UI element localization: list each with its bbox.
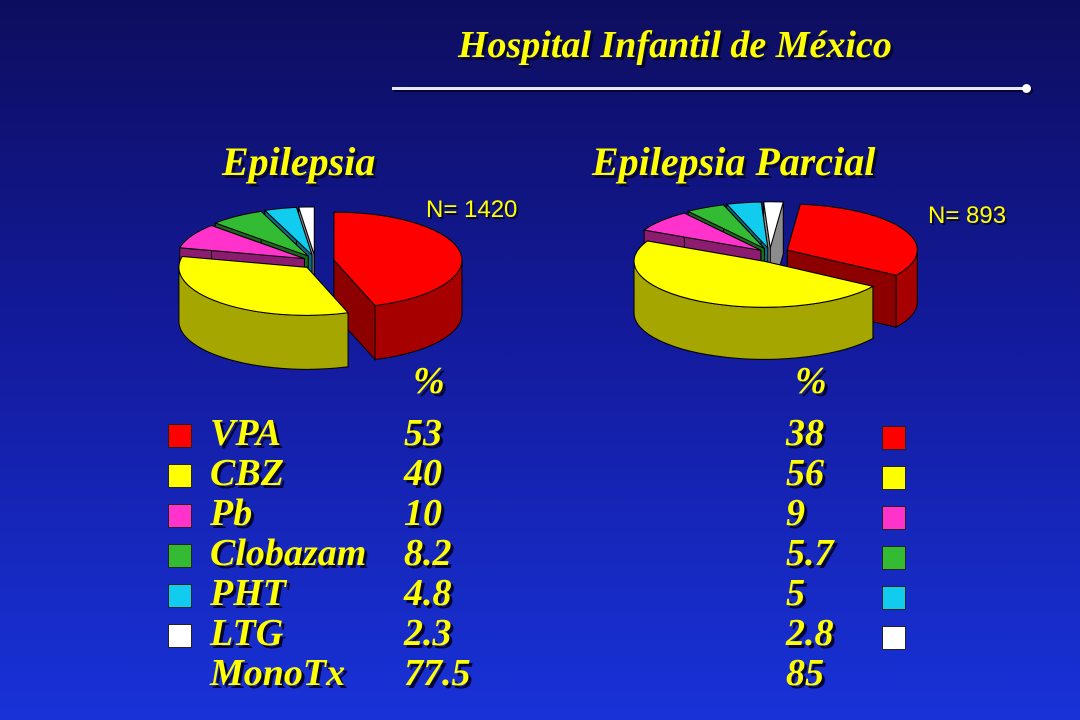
title-underline-dot (1022, 84, 1031, 93)
pie-chart-epilepsia-parcial (633, 201, 918, 360)
value-epilepsia: 40 (404, 452, 442, 494)
legend-swatch-pb (168, 504, 192, 528)
chart-title-epilepsia-parcial: Epilepsia Parcial (592, 139, 876, 184)
value-epilepsia-parcial: 2.8 (786, 612, 834, 654)
value-epilepsia-parcial: 5.7 (786, 532, 834, 574)
value-epilepsia-parcial: 38 (786, 412, 824, 454)
n-label-epilepsia: N= 1420 (426, 196, 518, 223)
legend-swatch-ltg (168, 624, 192, 648)
value-epilepsia: 8.2 (404, 532, 452, 574)
value-epilepsia: 2.3 (404, 612, 452, 654)
legend-label: VPA (210, 412, 282, 454)
legend-swatch-pht (168, 584, 192, 608)
legend-swatch-cbz (168, 464, 192, 488)
monotx-label: MonoTx (210, 652, 346, 694)
legend-label: CBZ (210, 452, 284, 494)
legend-swatch-parcial-pht (882, 586, 906, 610)
chart-title-epilepsia: Epilepsia (222, 139, 376, 184)
percent-header-epilepsia-parcial: % (795, 360, 827, 402)
legend-swatch-parcial-vpa (882, 426, 906, 450)
value-epilepsia: 53 (404, 412, 442, 454)
pie-slice-cbz (633, 240, 875, 360)
value-epilepsia-parcial: 5 (786, 572, 805, 614)
slide-title: Hospital Infantil de México (458, 24, 892, 66)
legend-swatch-parcial-clobazam (882, 546, 906, 570)
pie-slice-vpa (333, 211, 463, 361)
legend-label: Pb (210, 492, 253, 534)
value-epilepsia: 10 (404, 492, 442, 534)
title-underline (392, 87, 1028, 90)
legend-swatch-parcial-cbz (882, 466, 906, 490)
legend-label: PHT (210, 572, 286, 614)
percent-header-epilepsia: % (413, 360, 445, 402)
legend-swatch-parcial-pb (882, 506, 906, 530)
pie-chart-epilepsia (178, 206, 463, 370)
value-epilepsia: 4.8 (404, 572, 452, 614)
legend-swatch-vpa (168, 424, 192, 448)
value-epilepsia-parcial: 9 (786, 492, 805, 534)
monotx-value-epilepsia: 77.5 (404, 652, 471, 694)
pie-slice-cbz (178, 255, 350, 370)
legend-swatch-parcial-ltg (882, 626, 906, 650)
n-label-epilepsia-parcial: N= 893 (928, 202, 1007, 229)
value-epilepsia-parcial: 56 (786, 452, 824, 494)
legend-label: LTG (210, 612, 284, 654)
legend-label: Clobazam (210, 532, 367, 574)
monotx-value-epilepsia-parcial: 85 (786, 652, 824, 694)
legend-swatch-clobazam (168, 544, 192, 568)
